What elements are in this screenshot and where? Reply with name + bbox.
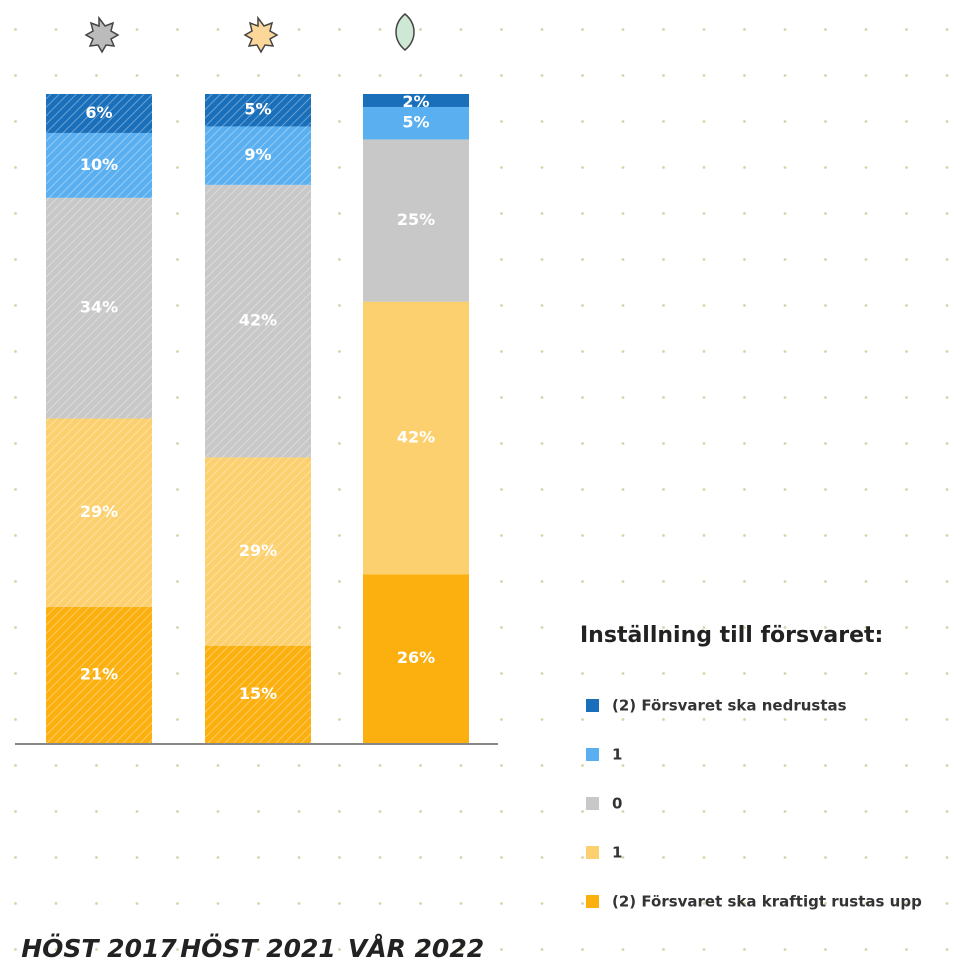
legend-swatch — [586, 846, 599, 859]
data-label: 15% — [239, 684, 277, 703]
data-label: 21% — [80, 664, 118, 683]
x-tick-label: VÅR 2022 — [348, 934, 484, 963]
bar-segment — [363, 139, 469, 302]
legend-label: 1 — [612, 746, 622, 764]
legend: (2) Försvaret ska kraftigt rustas upp 1 0 1… — [586, 697, 922, 911]
data-label: 42% — [239, 311, 277, 330]
data-label: 5% — [244, 100, 271, 119]
legend-label: (2) Försvaret ska nedrustas — [612, 697, 847, 715]
data-label: 29% — [239, 541, 277, 560]
legend-title: Inställning till försvaret: — [580, 623, 883, 648]
icons — [84, 13, 415, 54]
data-label: 26% — [397, 648, 435, 667]
data-label: 25% — [397, 210, 435, 229]
legend-swatch — [586, 895, 599, 908]
data-label: 9% — [244, 145, 271, 164]
hatch-overlay — [46, 94, 311, 743]
data-label: 5% — [402, 113, 429, 132]
x-tick-label: HÖST 2017 — [21, 933, 177, 963]
x-tick-label: HÖST 2021 — [180, 933, 336, 963]
bar-segment — [363, 106, 469, 140]
legend-label: 0 — [612, 795, 622, 813]
data-label: 42% — [397, 427, 435, 446]
data-label: 34% — [80, 298, 118, 317]
legend-label: (2) Försvaret ska kraftigt rustas upp — [612, 893, 922, 911]
legend-label: 1 — [612, 844, 622, 862]
legend-swatch — [586, 797, 599, 810]
data-label: 10% — [80, 155, 118, 174]
data-label: 29% — [80, 502, 118, 521]
data-label: 6% — [85, 103, 112, 122]
legend-swatch — [586, 699, 599, 712]
bar-segment — [363, 574, 469, 743]
bar-segment — [363, 94, 469, 107]
bar-segment — [363, 301, 469, 575]
data-label: 2% — [402, 92, 429, 111]
labels: 21% 29% 34% 10% 6% 15% 29% 42% 9% 5% 26% 42% 25% 5% 2% — [80, 92, 435, 703]
legend-swatch — [586, 748, 599, 761]
